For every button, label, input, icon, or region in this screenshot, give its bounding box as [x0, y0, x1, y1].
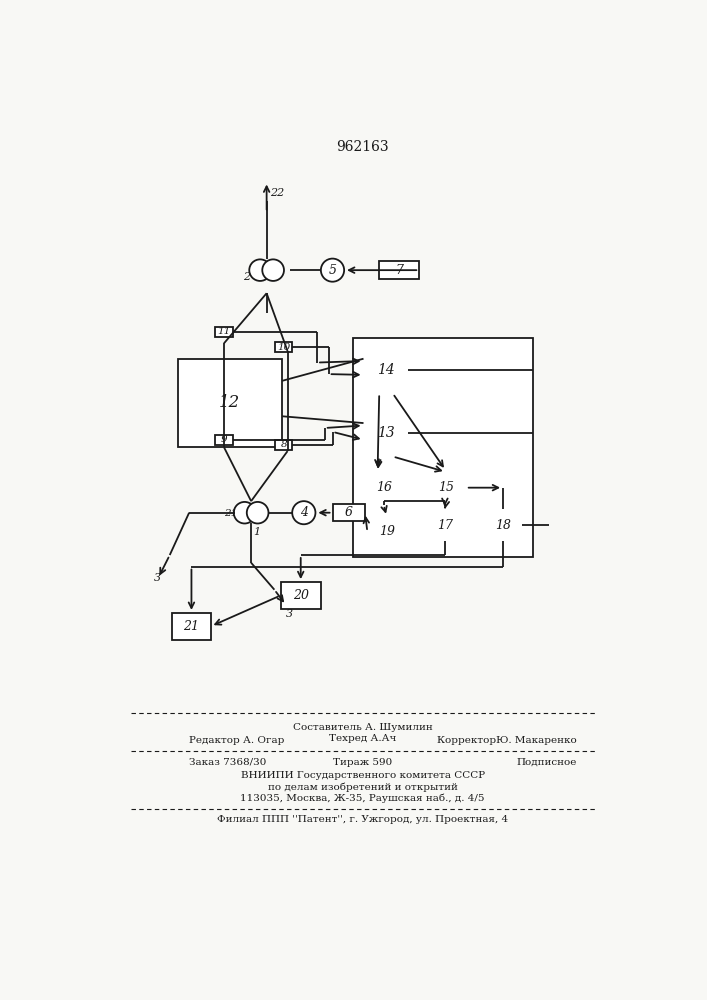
Bar [177, 359, 282, 447]
Bar [379, 261, 419, 279]
Text: Подписное: Подписное [516, 758, 577, 767]
Text: КорректорЮ. Макаренко: КорректорЮ. Макаренко [437, 736, 577, 745]
Bar [172, 613, 211, 640]
Bar [281, 582, 321, 609]
Text: Филиал ППП ''Патент'', г. Ужгород, ул. Проектная, 4: Филиал ППП ''Патент'', г. Ужгород, ул. П… [217, 815, 508, 824]
Text: 19: 19 [379, 525, 395, 538]
Text: 13: 13 [377, 426, 395, 440]
Circle shape [321, 259, 344, 282]
Bar [216, 435, 233, 445]
Bar [426, 470, 466, 505]
Text: 21: 21 [224, 509, 238, 518]
Text: 1: 1 [253, 527, 261, 537]
Text: 18: 18 [495, 519, 511, 532]
Bar [426, 509, 464, 541]
Text: 2: 2 [243, 272, 250, 282]
Text: 15: 15 [438, 481, 454, 494]
Bar [368, 517, 406, 547]
Bar [275, 440, 292, 450]
Text: 4: 4 [300, 506, 308, 519]
Text: 11: 11 [217, 327, 230, 336]
Text: 14: 14 [377, 363, 395, 377]
Bar [275, 342, 292, 352]
Text: 17: 17 [437, 519, 453, 532]
Text: 21: 21 [183, 620, 199, 633]
Text: 3: 3 [154, 573, 161, 583]
Text: 10: 10 [277, 343, 291, 352]
Text: 962163: 962163 [337, 140, 389, 154]
Text: Составитель А. Шумилин: Составитель А. Шумилин [293, 723, 433, 732]
Text: 7: 7 [395, 264, 403, 277]
Text: 3: 3 [286, 609, 293, 619]
Bar [216, 327, 233, 337]
Text: Редактор А. Огар: Редактор А. Огар [189, 736, 284, 745]
Bar [363, 470, 404, 505]
Text: 6: 6 [345, 506, 353, 519]
Text: Тираж 590: Тираж 590 [333, 758, 392, 767]
Text: 16: 16 [375, 481, 392, 494]
Text: 5: 5 [329, 264, 337, 277]
Bar [354, 338, 533, 557]
Circle shape [247, 502, 269, 523]
Text: ВНИИПИ Государственного комитета СССР: ВНИИПИ Государственного комитета СССР [240, 771, 485, 780]
Bar [332, 504, 365, 521]
Text: Техред А.Ач: Техред А.Ач [329, 734, 397, 743]
Text: Заказ 7368/30: Заказ 7368/30 [189, 758, 267, 767]
Circle shape [262, 259, 284, 281]
Text: 20: 20 [293, 589, 309, 602]
Circle shape [234, 502, 255, 523]
Bar [363, 347, 409, 393]
Circle shape [292, 501, 315, 524]
Text: 22: 22 [271, 188, 285, 198]
Bar [484, 509, 522, 541]
Text: 12: 12 [219, 394, 240, 411]
Text: 9: 9 [221, 435, 228, 444]
Circle shape [250, 259, 271, 281]
Text: 113035, Москва, Ж-35, Раушская наб., д. 4/5: 113035, Москва, Ж-35, Раушская наб., д. … [240, 794, 485, 803]
Bar [363, 409, 409, 456]
Text: по делам изобретений и открытий: по делам изобретений и открытий [268, 782, 457, 792]
Text: 8: 8 [281, 440, 287, 449]
